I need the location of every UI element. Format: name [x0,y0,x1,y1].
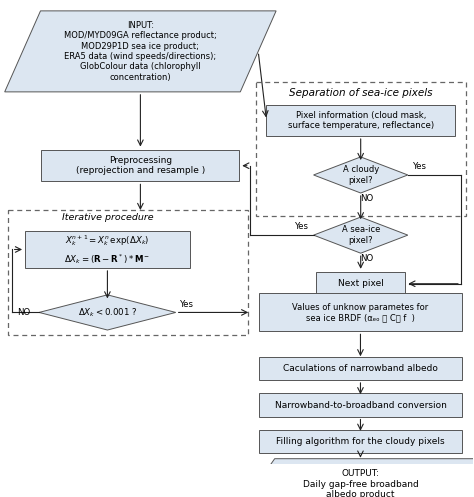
Text: Values of unknow parametes for
sea ice BRDF (αₑₒ ， C， f  ): Values of unknow parametes for sea ice B… [292,303,428,322]
Bar [8,210,248,334]
Bar [259,357,462,380]
Polygon shape [239,459,474,497]
Bar [259,394,462,416]
Bar [256,83,465,216]
Polygon shape [314,157,408,193]
Bar [25,231,190,268]
Text: Caculations of narrowband albedo: Caculations of narrowband albedo [283,364,438,373]
Text: NO: NO [360,194,373,203]
Text: Next pixel: Next pixel [338,279,383,288]
Bar [41,150,239,181]
Text: Yes: Yes [412,162,427,171]
Text: Pixel information (cloud mask,
surface temperature, reflectance): Pixel information (cloud mask, surface t… [288,111,434,130]
Text: $\Delta X_k = (\mathbf{R} - \mathbf{R}^*) * \mathbf{M}^-$: $\Delta X_k = (\mathbf{R} - \mathbf{R}^*… [64,252,151,266]
Text: Separation of sea-ice pixels: Separation of sea-ice pixels [289,87,432,97]
Text: Iterative procedure: Iterative procedure [62,213,153,222]
Text: $X_k^{n+1} = X_k^n\,\mathrm{exp}(\Delta X_k)$: $X_k^{n+1} = X_k^n\,\mathrm{exp}(\Delta … [65,233,150,248]
Text: NO: NO [360,254,373,263]
Polygon shape [5,11,276,92]
Text: Yes: Yes [181,300,194,309]
Text: A cloudy
pixel?: A cloudy pixel? [343,166,379,185]
Text: Yes: Yes [295,222,309,231]
Polygon shape [39,295,176,330]
Text: Preprocessing
(reprojection and resample ): Preprocessing (reprojection and resample… [76,156,205,175]
Bar [259,429,462,453]
Text: A sea-ice
pixel?: A sea-ice pixel? [341,226,380,245]
Text: Filling algorithm for the cloudy pixels: Filling algorithm for the cloudy pixels [276,436,445,446]
Text: $\Delta X_k < 0.001$ ?: $\Delta X_k < 0.001$ ? [78,306,137,319]
Bar [266,104,455,136]
Bar [316,272,405,296]
Bar [259,293,462,331]
Text: Narrowband-to-broadband conversion: Narrowband-to-broadband conversion [274,401,447,410]
Text: NO: NO [18,308,31,317]
Polygon shape [314,217,408,253]
Text: OUTPUT:
Daily gap-free broadband
albedo product: OUTPUT: Daily gap-free broadband albedo … [302,469,419,497]
Text: INPUT:
MOD/MYD09GA reflectance product;
MOD29P1D sea ice product;
ERA5 data (win: INPUT: MOD/MYD09GA reflectance product; … [64,21,217,82]
